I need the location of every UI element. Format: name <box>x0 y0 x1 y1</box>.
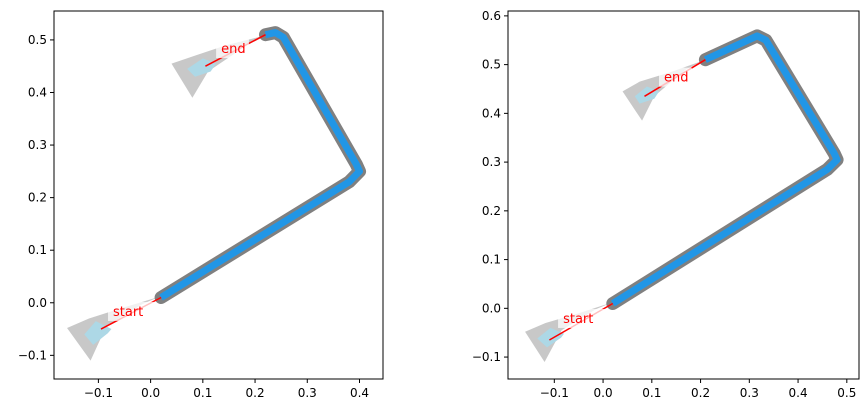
path-covered-line-1 <box>159 29 363 301</box>
y-tick-label: 0.1 <box>482 253 501 267</box>
x-tick-label: −0.1 <box>540 386 569 400</box>
annotation-end: end <box>221 42 246 57</box>
annotation-start: start <box>113 305 143 320</box>
uncertainty-outer-region-2 <box>171 34 269 98</box>
x-tick-label: 0.1 <box>193 386 212 400</box>
uncertainty-inner-region-3 <box>187 58 216 77</box>
chart-right: start end −0.1 0.0 0.1 0.2 0.3 0.4 0.5 −0.1 0.0 0.1… <box>472 9 860 400</box>
axes-frame <box>53 10 384 380</box>
x-tick-label: 0.4 <box>350 386 369 400</box>
x-tick-label: 0.0 <box>141 386 160 400</box>
annotation-start: start <box>563 312 593 327</box>
y-tick-label: 0.3 <box>28 138 47 152</box>
uncertainty-inner-region-1 <box>537 327 565 348</box>
annotation-box-start <box>558 308 607 328</box>
y-tick-label: 0.3 <box>482 155 501 169</box>
path-outline-line-0 <box>606 29 844 310</box>
annotation-box-end <box>216 39 249 59</box>
y-tick-label: 0.6 <box>482 9 501 23</box>
x-tick-label: 0.3 <box>298 386 317 400</box>
y-tick-label: 0.4 <box>28 85 47 99</box>
x-tick-label: 0.1 <box>642 386 661 400</box>
uncertainty-outer-region-0 <box>67 296 161 361</box>
y-tick-label: 0.4 <box>482 106 501 120</box>
x-tick-label: 0.4 <box>789 386 808 400</box>
plot-area <box>67 26 366 361</box>
y-tick-label: 0.5 <box>28 33 47 47</box>
annotation-box-start <box>108 301 157 321</box>
y-tick-label: 0.2 <box>482 204 501 218</box>
uncertainty-outer-region-2 <box>622 59 706 121</box>
annotation-end: end <box>664 71 689 86</box>
y-tick-label: 0.0 <box>482 301 501 315</box>
chart-left: start end −0.1 0.0 0.1 0.2 0.3 0.4 −0.1 0.0 0.1 0.2… <box>18 10 384 400</box>
x-tick-label: −0.1 <box>84 386 113 400</box>
x-tick-label: 0.2 <box>691 386 710 400</box>
x-tick-label: 0.5 <box>837 386 856 400</box>
x-tick-label: 0.2 <box>246 386 265 400</box>
y-tick-label: 0.5 <box>482 58 501 72</box>
y-tick-label: 0.0 <box>28 296 47 310</box>
x-tick-label: 0.0 <box>594 386 613 400</box>
y-tick-label: 0.1 <box>28 243 47 257</box>
y-tick-label: 0.2 <box>28 191 47 205</box>
path-covered-line-1 <box>610 32 841 307</box>
axes-frame <box>507 10 860 380</box>
y-tick-label: −0.1 <box>18 348 47 362</box>
y-tick-label: −0.1 <box>472 350 501 364</box>
annotation-box-end <box>659 67 692 87</box>
x-tick-label: 0.3 <box>740 386 759 400</box>
